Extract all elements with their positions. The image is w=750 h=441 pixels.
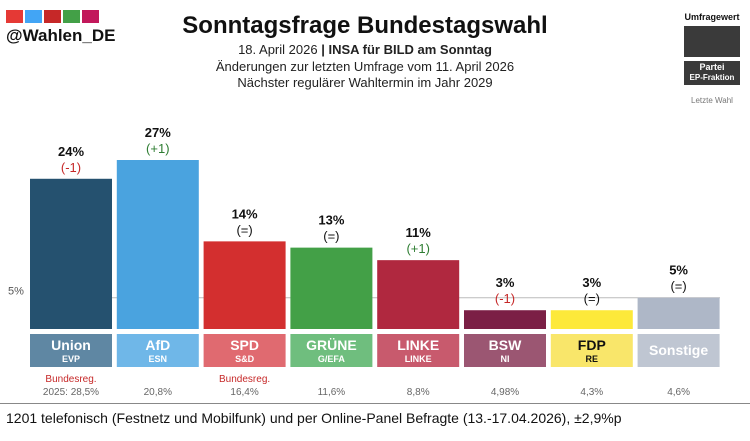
last-election-value: 4,3% (580, 387, 603, 398)
change-label: (=) (323, 229, 339, 244)
subtitle-line-1: 18. April 2026 | INSA für BILD am Sonnta… (0, 42, 730, 57)
logo-swatch (6, 10, 23, 23)
category-label: Sonstige (649, 342, 708, 358)
party-label-box (30, 334, 112, 367)
legend-swatch (684, 26, 740, 57)
party-label-box (377, 334, 460, 367)
change-label: (+1) (406, 241, 429, 256)
subtitle-date: 18. April 2026 (238, 42, 318, 57)
logo-swatch (44, 10, 61, 23)
legend-party-box (684, 61, 740, 85)
value-label: 5% (669, 263, 688, 278)
chart-title: Sonntagsfrage Bundestagswahl (182, 12, 548, 39)
last-election-value: 4,98% (491, 387, 519, 398)
reference-line-label: 5% (8, 286, 24, 298)
change-label: (+1) (146, 141, 169, 156)
category-label: Union (51, 337, 91, 353)
value-label: 27% (145, 125, 171, 140)
account-handle: @Wahlen_DE (6, 26, 116, 45)
value-label: 13% (318, 213, 344, 228)
category-label: SPD (230, 337, 259, 353)
value-label: 3% (496, 275, 515, 290)
ep-group-label: LINKE (405, 354, 432, 364)
change-label: (=) (584, 291, 600, 306)
bar-union (30, 178, 112, 329)
last-election-value: 8,8% (407, 387, 430, 398)
value-label: 11% (406, 225, 432, 240)
ep-group-label: NI (501, 354, 510, 364)
category-label: BSW (489, 337, 522, 353)
last-election-value: 11,6% (318, 387, 346, 398)
ep-group-label: ESN (149, 354, 168, 364)
logo-swatch (82, 10, 99, 23)
government-note: Bundesreg. (219, 374, 270, 385)
methodology-footer: 1201 telefonisch (Festnetz und Mobilfunk… (6, 410, 622, 426)
bar-afd (116, 160, 199, 329)
change-label: (-1) (495, 291, 515, 306)
legend-last-election: Letzte Wahl (691, 96, 733, 105)
legend-party: Partei (699, 62, 725, 72)
government-note: Bundesreg. (45, 374, 96, 385)
category-label: LINKE (397, 337, 439, 353)
last-election-value: 4,6% (667, 387, 690, 398)
change-label: (=) (236, 222, 252, 237)
subtitle-next-election: Nächster regulärer Wahltermin im Jahr 20… (237, 75, 493, 90)
logo-swatch (63, 10, 80, 23)
subtitle-pollster: INSA für BILD am Sonntag (328, 42, 492, 57)
value-label: 3% (582, 275, 601, 290)
bar-spd (203, 241, 286, 329)
party-label-box (290, 334, 373, 367)
legend-ep-group: EP-Fraktion (689, 73, 735, 82)
ep-group-label: S&D (235, 354, 255, 364)
category-label: GRÜNE (306, 337, 357, 353)
party-label-box (550, 334, 633, 367)
last-election-value: 2025: 28,5% (43, 387, 99, 398)
logo-swatch (25, 10, 42, 23)
party-label-box (637, 334, 720, 367)
ep-group-label: EVP (62, 354, 80, 364)
last-election-value: 20,8% (144, 387, 172, 398)
party-label-box (116, 334, 199, 367)
change-label: (=) (670, 279, 686, 294)
legend-poll-value: Umfragewert (684, 12, 740, 22)
bar-fdp (550, 310, 633, 329)
category-label: AfD (145, 337, 170, 353)
party-label-box (203, 334, 286, 367)
category-label: FDP (578, 337, 606, 353)
bar-linke (377, 260, 460, 329)
footer-divider (0, 403, 750, 404)
subtitle-separator: | (317, 42, 329, 57)
bar-sonstige (637, 297, 720, 329)
party-label-box (464, 334, 546, 367)
subtitle-change: Änderungen zur letzten Umfrage vom 11. A… (215, 59, 515, 74)
bar-bsw (464, 310, 546, 329)
value-label: 24% (58, 144, 84, 159)
bar-grüne (290, 247, 373, 329)
ep-group-label: G/EFA (318, 354, 346, 364)
last-election-value: 16,4% (230, 387, 258, 398)
value-label: 14% (232, 206, 258, 221)
ep-group-label: RE (586, 354, 599, 364)
change-label: (-1) (61, 160, 81, 175)
